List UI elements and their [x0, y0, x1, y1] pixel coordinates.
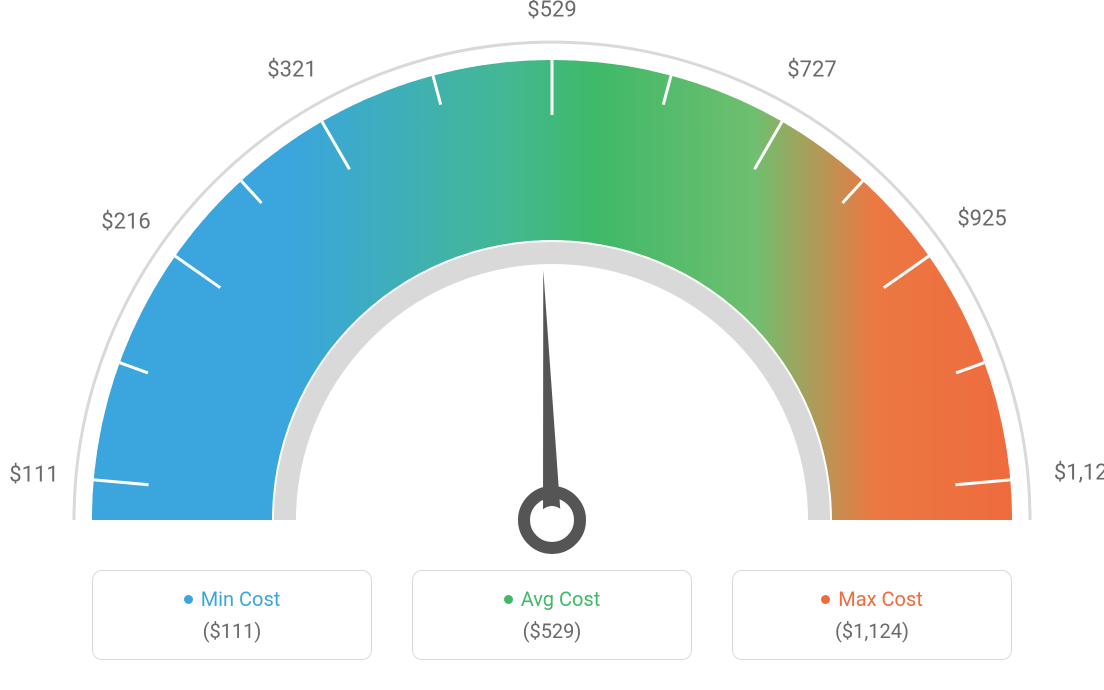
legend-value-avg: ($529): [523, 619, 582, 643]
gauge-tick-label: $111: [9, 462, 58, 487]
legend-label-min: Min Cost: [201, 587, 281, 611]
legend-card-min: Min Cost ($111): [92, 570, 372, 660]
legend-top-max: Max Cost: [821, 587, 923, 611]
legend-label-max: Max Cost: [838, 587, 923, 611]
legend-row: Min Cost ($111) Avg Cost ($529) Max Cost…: [0, 570, 1104, 660]
gauge-tick-label: $727: [787, 57, 836, 82]
legend-top-min: Min Cost: [184, 587, 281, 611]
legend-value-max: ($1,124): [835, 619, 909, 643]
gauge-svg: [0, 0, 1104, 560]
legend-label-avg: Avg Cost: [521, 587, 601, 611]
gauge-tick-label: $925: [957, 206, 1006, 231]
gauge-tick-label: $321: [267, 57, 316, 82]
legend-top-avg: Avg Cost: [504, 587, 601, 611]
gauge-tick-label: $216: [101, 209, 150, 234]
gauge-tick-label: $1,124: [1054, 461, 1104, 486]
legend-dot-max: [821, 595, 830, 604]
legend-dot-min: [184, 595, 193, 604]
legend-value-min: ($111): [203, 619, 262, 643]
legend-card-avg: Avg Cost ($529): [412, 570, 692, 660]
gauge-tick-label: $529: [527, 0, 576, 23]
legend-card-max: Max Cost ($1,124): [732, 570, 1012, 660]
gauge-chart: $111 $216 $321 $529 $727 $925 $1,124: [0, 0, 1104, 560]
legend-dot-avg: [504, 595, 513, 604]
